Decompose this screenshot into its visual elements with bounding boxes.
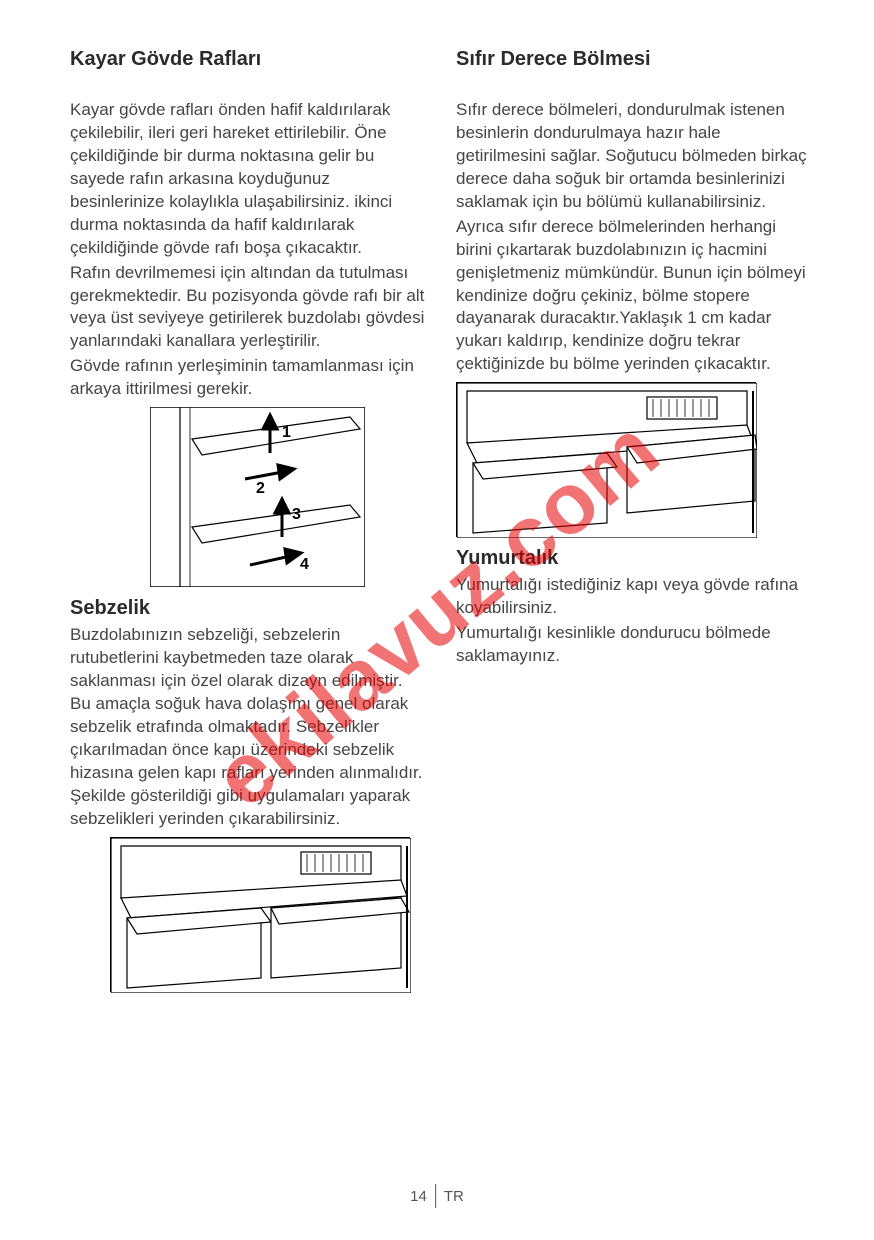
paragraph: Gövde rafının yerleşiminin tamamlanması …: [70, 355, 428, 401]
paragraph: Yumurtalığı kesinlikle dondurucu bölmede…: [456, 622, 814, 668]
paragraph: Buzdolabınızın sebzeliği, sebzelerin rut…: [70, 624, 428, 830]
right-column: Sıfır Derece Bölmesi Sıfır derece bölmel…: [456, 48, 814, 1002]
heading-sifir-derece: Sıfır Derece Bölmesi: [456, 48, 814, 71]
paragraph: Ayrıca sıfır derece bölmelerinden herhan…: [456, 216, 814, 377]
page-footer: 14 TR: [410, 1184, 464, 1208]
footer-divider: [435, 1184, 436, 1208]
heading-kayar-govde: Kayar Gövde Rafları: [70, 48, 428, 71]
svg-text:1: 1: [282, 424, 291, 441]
page-number: 14: [410, 1188, 427, 1205]
figure-drawer-left: [110, 837, 410, 992]
svg-text:4: 4: [300, 556, 309, 573]
svg-text:2: 2: [256, 480, 265, 497]
figure-drawer-right: [456, 382, 756, 537]
page-locale: TR: [444, 1188, 464, 1205]
svg-text:3: 3: [292, 506, 301, 523]
heading-sebzelik: Sebzelik: [70, 597, 428, 620]
left-column: Kayar Gövde Rafları Kayar gövde rafları …: [70, 48, 428, 1002]
paragraph: Kayar gövde rafları önden hafif kaldırıl…: [70, 99, 428, 260]
content-columns: Kayar Gövde Rafları Kayar gövde rafları …: [70, 48, 814, 1002]
heading-yumurtalik: Yumurtalık: [456, 547, 814, 570]
figure-shelves: 1 2 3 4: [150, 407, 365, 587]
paragraph: Yumurtalığı istediğiniz kapı veya gövde …: [456, 574, 814, 620]
paragraph: Sıfır derece bölmeleri, dondurulmak iste…: [456, 99, 814, 214]
paragraph: Rafın devrilmemesi için altından da tutu…: [70, 262, 428, 354]
